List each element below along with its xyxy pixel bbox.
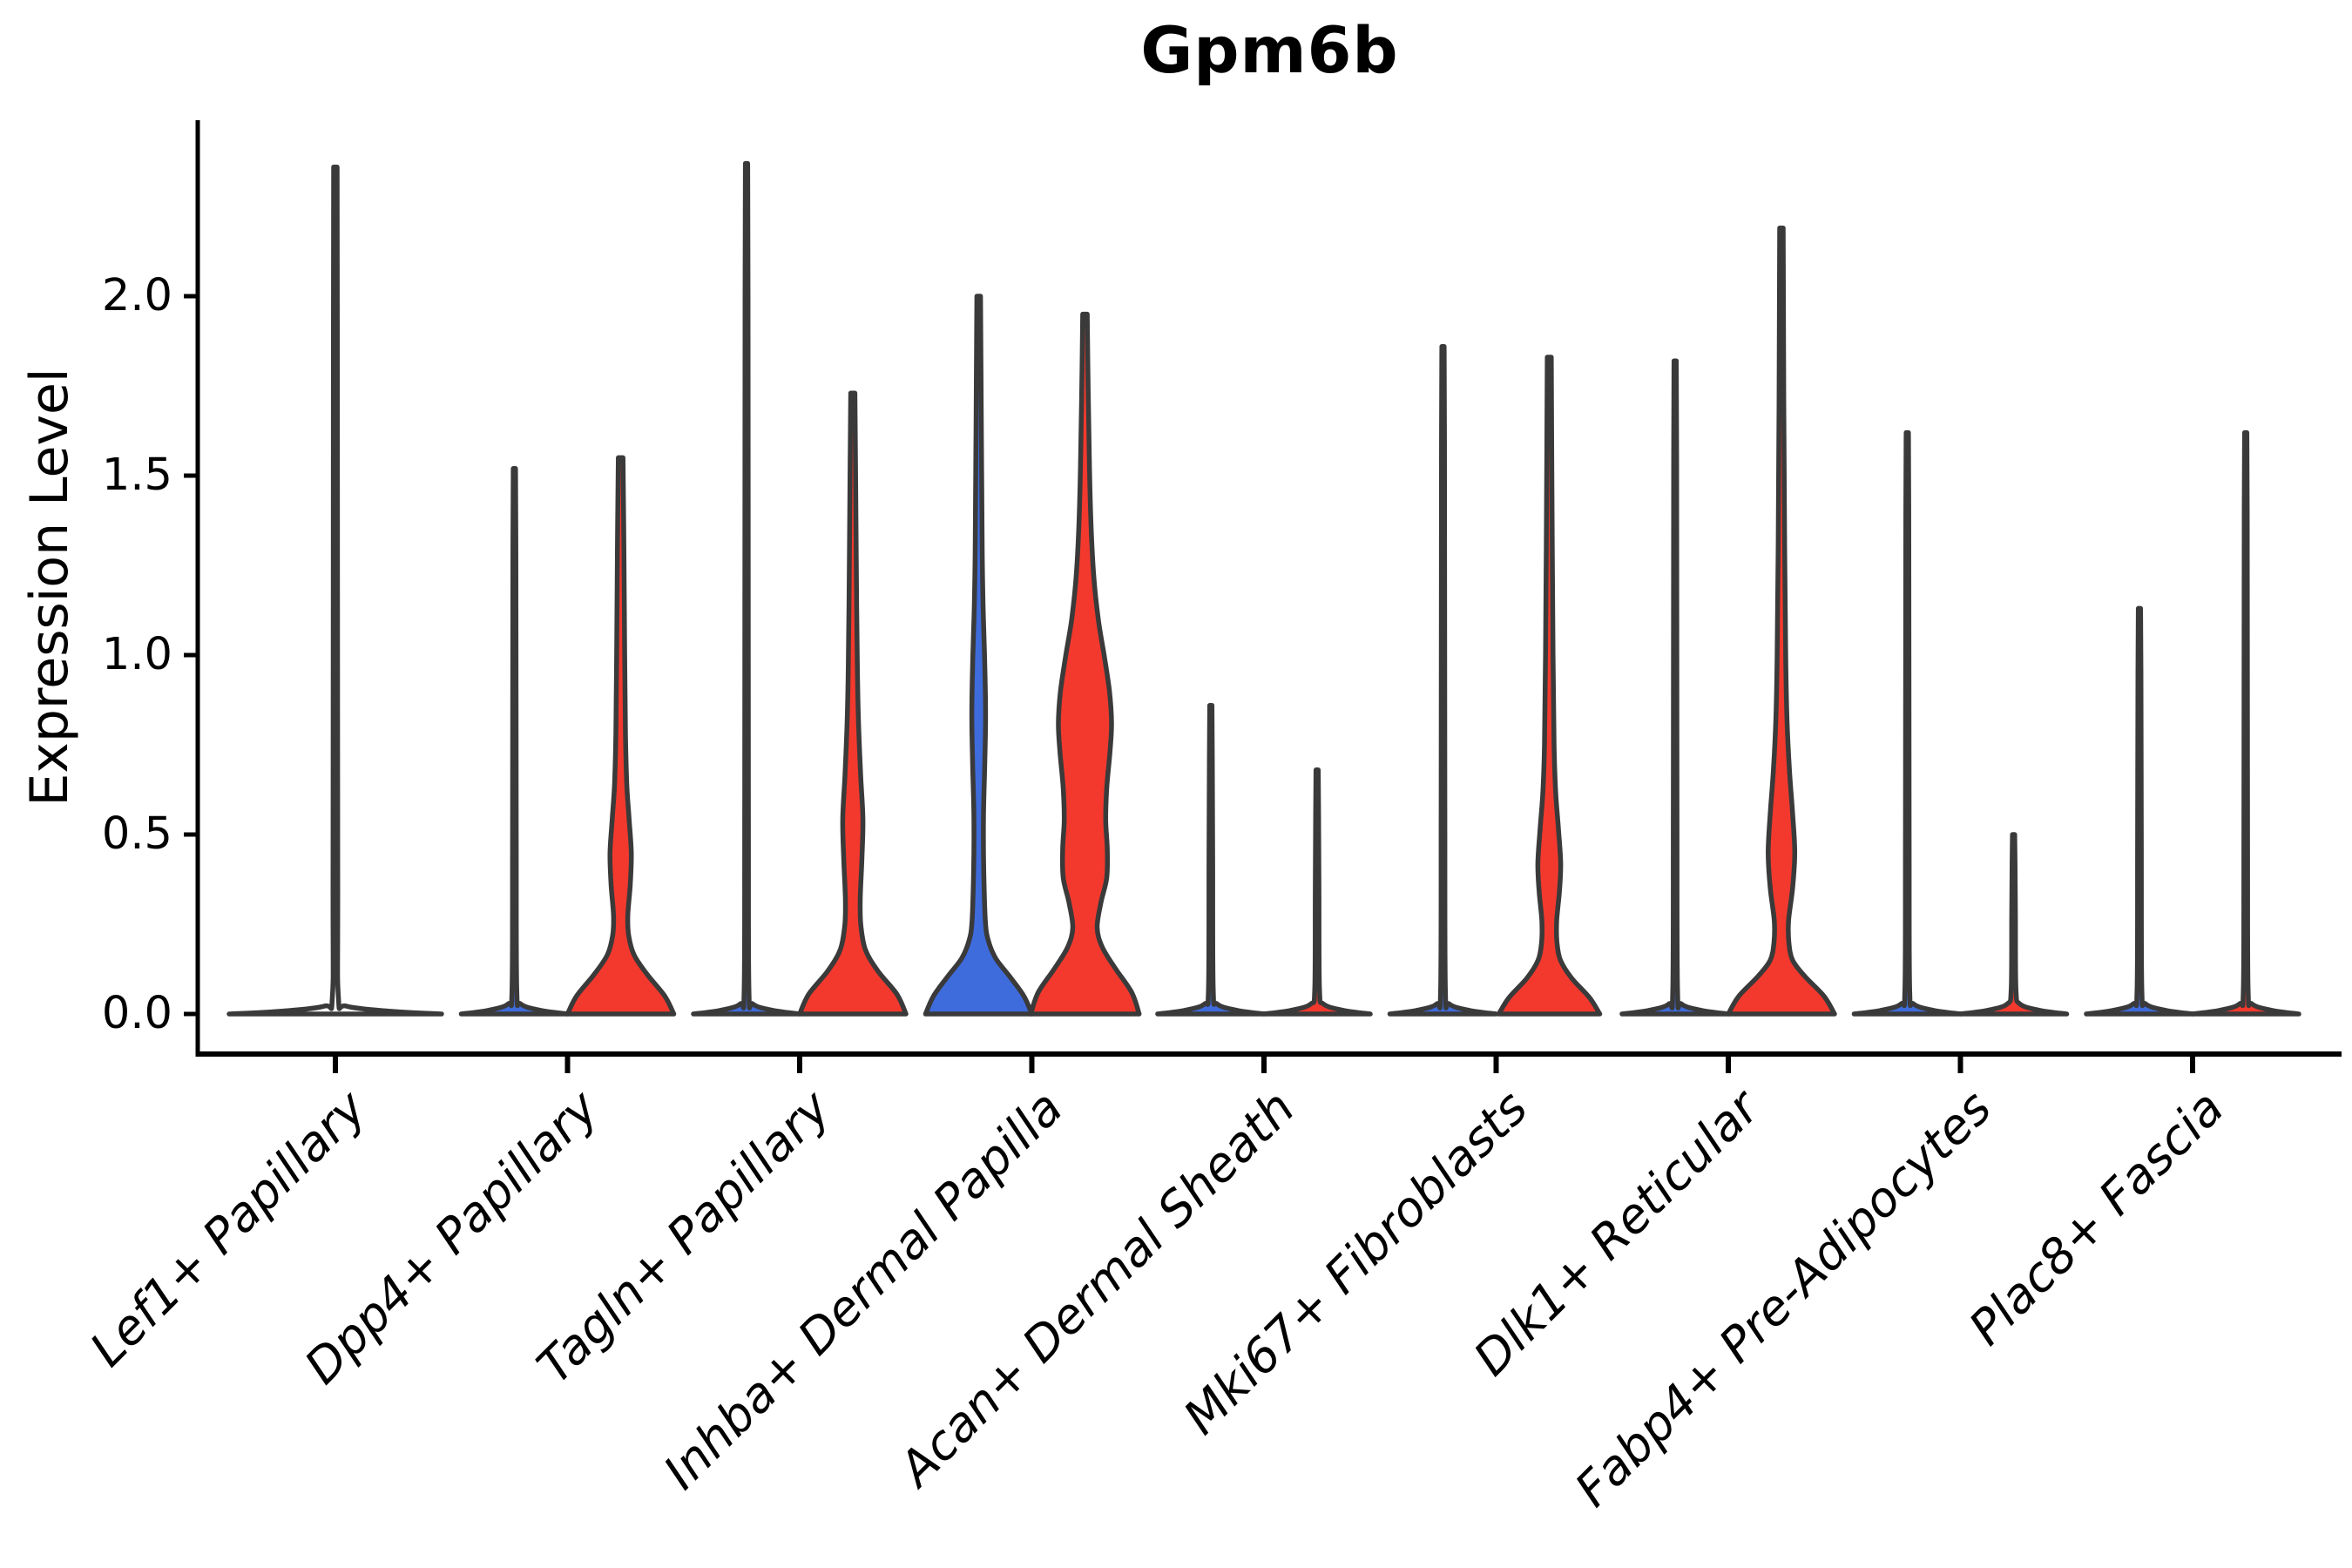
violin-8-left — [2084, 605, 2195, 1017]
violin-8-right — [2190, 429, 2301, 1017]
violin-5-left — [1387, 343, 1499, 1017]
violin-7-right — [1957, 832, 2070, 1017]
violin-2-right — [797, 390, 909, 1017]
y-tick-label: 0.5 — [101, 808, 172, 860]
violin-4-right — [1261, 767, 1373, 1017]
violin-1-right — [564, 455, 677, 1017]
violin-3-left — [923, 294, 1035, 1017]
violin-3-right — [1028, 311, 1142, 1017]
y-tick-label: 1.5 — [101, 449, 172, 501]
violin-2-left — [691, 160, 802, 1017]
violin-0-center — [226, 164, 444, 1017]
y-tick-label: 2.0 — [101, 270, 172, 321]
chart-title: Gpm6b — [1140, 14, 1399, 88]
violin-6-right — [1726, 225, 1837, 1017]
violin-5-right — [1496, 355, 1603, 1017]
y-tick-label: 0.0 — [101, 988, 172, 1039]
violin-7-left — [1851, 429, 1963, 1017]
y-tick-label: 1.0 — [101, 629, 172, 680]
violin-1-left — [458, 466, 571, 1017]
y-axis-label: Expression Level — [19, 368, 80, 807]
violin-4-left — [1155, 702, 1267, 1017]
violin-6-left — [1619, 358, 1731, 1017]
